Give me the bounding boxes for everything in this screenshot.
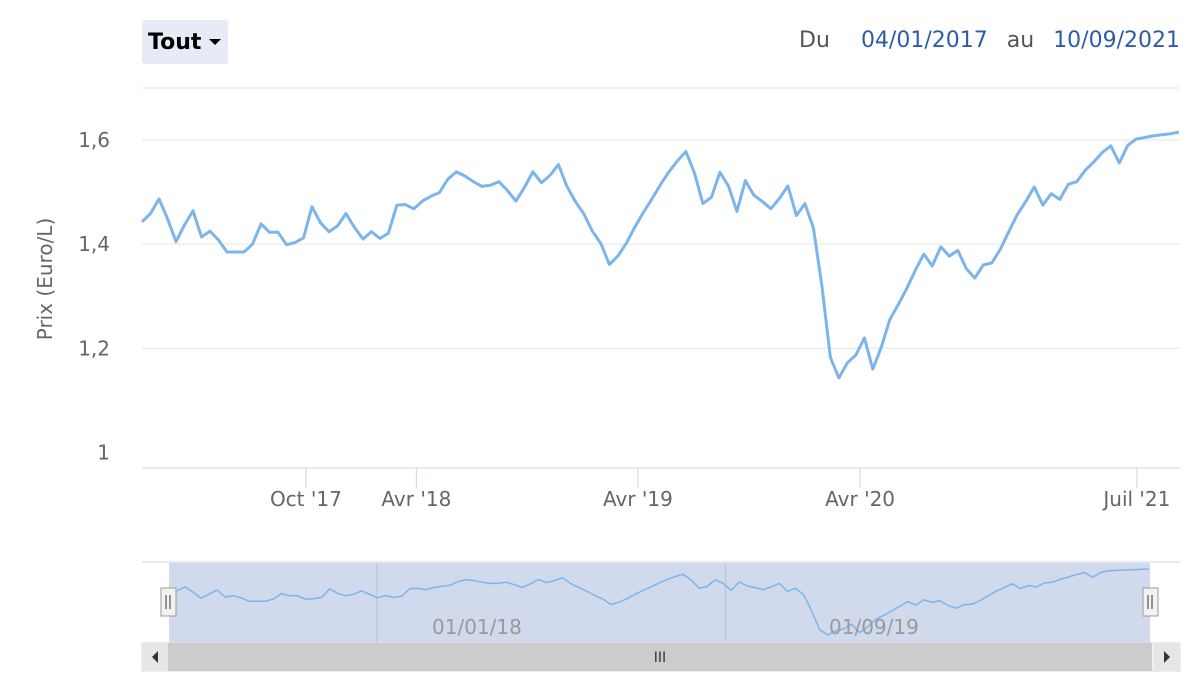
arrow-right-icon bbox=[1164, 651, 1170, 663]
grid-lines bbox=[142, 87, 1180, 349]
range-selector-button[interactable]: Tout bbox=[142, 20, 228, 64]
date-from-label: Du bbox=[799, 28, 830, 53]
x-axis-ticks: Oct '17 Avr '18 Avr '19 Avr '20 Juil '21 bbox=[270, 468, 1170, 511]
range-selector-label: Tout bbox=[148, 29, 202, 55]
price-series-line bbox=[140, 130, 1180, 380]
scrollbar-thumb[interactable] bbox=[168, 643, 1152, 671]
x-tick-label: Avr '19 bbox=[603, 487, 673, 511]
navigator-left-handle[interactable] bbox=[160, 587, 177, 617]
navigator-grid bbox=[376, 563, 726, 643]
x-tick-label: Oct '17 bbox=[270, 487, 342, 511]
date-range: Du 04/01/2017 au 10/09/2021 bbox=[799, 28, 1180, 53]
date-to-input[interactable]: 10/09/2021 bbox=[1053, 28, 1180, 53]
scroll-left-button[interactable] bbox=[142, 643, 168, 671]
navigator: 01/01/18 01/09/19 bbox=[142, 561, 1180, 643]
navigator-selected-range[interactable] bbox=[169, 563, 1150, 643]
x-tick-label: Juil '21 bbox=[1101, 487, 1170, 511]
navigator-label-2019: 01/09/19 bbox=[829, 615, 919, 639]
date-to-label: au bbox=[1006, 28, 1035, 53]
arrow-left-icon bbox=[152, 651, 158, 663]
navigator-label-2018: 01/01/18 bbox=[432, 615, 522, 639]
x-tick-label: Avr '18 bbox=[381, 487, 451, 511]
y-axis-tick-labels: 1 1,2 1,4 1,6 bbox=[78, 128, 110, 464]
x-tick-label: Avr '20 bbox=[825, 487, 895, 511]
caret-down-icon bbox=[209, 39, 222, 45]
navigator-right-handle[interactable] bbox=[1142, 587, 1159, 617]
date-from-input[interactable]: 04/01/2017 bbox=[860, 28, 988, 53]
scroll-right-button[interactable] bbox=[1154, 643, 1180, 671]
y-tick-label: 1,6 bbox=[78, 128, 110, 152]
scrollbar[interactable]: III bbox=[141, 642, 1181, 672]
y-tick-label: 1,4 bbox=[78, 232, 110, 256]
navigator-series-line bbox=[168, 568, 1149, 636]
y-axis-label: Prix (Euro/L) bbox=[33, 218, 57, 341]
y-tick-label: 1 bbox=[97, 440, 110, 464]
y-tick-label: 1,2 bbox=[78, 336, 110, 360]
scrollbar-grip-icon: III bbox=[654, 650, 666, 666]
